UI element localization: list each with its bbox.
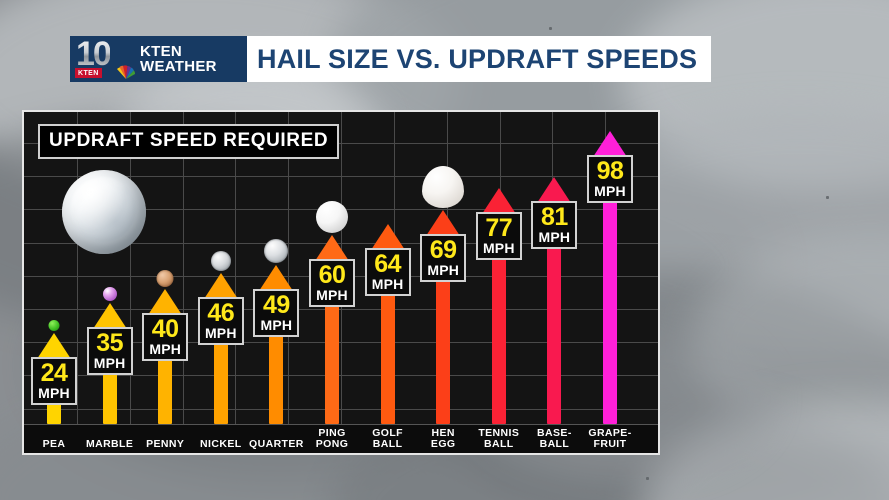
- speed-unit: MPH: [482, 240, 515, 256]
- speed-unit: MPH: [538, 229, 571, 245]
- bar-grape--fruit[interactable]: 98 MPH: [582, 112, 638, 424]
- bar-shaft: [603, 157, 617, 424]
- axis-label-pea: PEA: [42, 438, 66, 450]
- speed-label: 46 MPH: [197, 297, 244, 345]
- bar-pea[interactable]: 24 MPH: [26, 112, 82, 424]
- speed-unit: MPH: [594, 183, 626, 199]
- bar-arrowhead-icon: [259, 265, 294, 291]
- axis-label-quarter: QUARTER: [249, 438, 304, 450]
- bar-arrowhead-icon: [426, 210, 461, 236]
- speed-value: 81: [540, 203, 568, 231]
- speed-value: 24: [40, 359, 68, 387]
- speed-unit: MPH: [38, 385, 70, 401]
- axis-label-tennis-ball: TENNIS BALL: [478, 427, 520, 450]
- speed-unit: MPH: [204, 325, 237, 341]
- speed-unit: MPH: [149, 341, 182, 357]
- channel-number: 10: [76, 35, 112, 73]
- bar-arrowhead-icon: [148, 289, 183, 315]
- bar-marble[interactable]: 35 MPH: [82, 112, 138, 424]
- bar-arrowhead-icon: [370, 224, 405, 250]
- axis-label-hen-egg: HEN EGG: [430, 427, 456, 450]
- pingpong-illustration: [316, 201, 348, 233]
- speed-label: 98 MPH: [587, 155, 633, 203]
- brand-text: KTEN WEATHER: [136, 44, 217, 74]
- bar-arrowhead-icon: [481, 188, 516, 214]
- headline-block: HAIL SIZE VS. UPDRAFT SPEEDS: [242, 36, 712, 82]
- bar-tennis-ball[interactable]: 77 MPH: [471, 112, 527, 424]
- axis-label-marble: MARBLE: [85, 438, 134, 450]
- plot-title: UPDRAFT SPEED REQUIRED: [38, 124, 340, 159]
- chart-panel: UPDRAFT SPEED REQUIRED 24 MPH 35 MPH 40 MPH 46…: [22, 110, 660, 455]
- speed-value: 77: [485, 214, 513, 242]
- bar-shaft: [491, 214, 506, 424]
- speed-label: 69 MPH: [420, 234, 467, 282]
- bar-arrowhead-icon: [593, 131, 627, 157]
- axis-label-grape--fruit: GRAPE- FRUIT: [588, 427, 632, 450]
- bar-hen-egg[interactable]: 69 MPH: [415, 112, 471, 424]
- speed-value: 46: [207, 299, 235, 327]
- bar-shaft: [436, 236, 451, 424]
- speed-unit: MPH: [316, 287, 348, 303]
- speed-value: 98: [596, 157, 624, 185]
- brand-line-2: WEATHER: [140, 58, 217, 75]
- x-axis-labels: PEA MARBLE PENNY NICKEL QUARTER PING PONG GOLF…: [24, 424, 658, 453]
- axis-label-base--ball: BASE- BALL: [537, 427, 572, 450]
- pea-illustration: [48, 320, 60, 331]
- channel-10-logo-icon: 10 KTEN: [74, 35, 136, 82]
- bar-arrowhead-icon: [37, 333, 71, 359]
- speed-label: 81 MPH: [531, 201, 578, 249]
- speed-unit: MPH: [93, 355, 126, 371]
- bar-golf-ball[interactable]: 64 MPH: [360, 112, 416, 424]
- bar-penny[interactable]: 40 MPH: [137, 112, 193, 424]
- axis-label-golf-ball: GOLF BALL: [372, 427, 403, 450]
- speed-label: 40 MPH: [142, 313, 189, 361]
- broadcast-header: 10 KTEN KTEN WEATHER HAIL SIZE VS. UPDRA…: [70, 35, 712, 82]
- quarter-illustration: [264, 239, 289, 263]
- bar-arrowhead-icon: [315, 235, 349, 261]
- kten-callsign-tag: KTEN: [75, 68, 102, 78]
- bar-arrowhead-icon: [203, 273, 238, 299]
- axis-label-nickel: NICKEL: [200, 438, 242, 450]
- speed-value: 35: [96, 329, 123, 357]
- speed-label: 24 MPH: [31, 357, 77, 405]
- speed-label: 60 MPH: [309, 259, 355, 307]
- speed-unit: MPH: [427, 262, 460, 278]
- plot-area: UPDRAFT SPEED REQUIRED 24 MPH 35 MPH 40 MPH 46…: [24, 112, 658, 424]
- bar-shaft: [547, 203, 562, 424]
- axis-label-penny: PENNY: [146, 438, 185, 450]
- nickel-illustration: [210, 251, 231, 271]
- station-logo-block: 10 KTEN KTEN WEATHER: [70, 35, 242, 82]
- bar-arrowhead-icon: [537, 177, 572, 203]
- bar-arrowhead-icon: [92, 303, 127, 329]
- speed-value: 49: [262, 291, 290, 319]
- speed-label: 35 MPH: [86, 327, 133, 375]
- penny-illustration: [156, 270, 174, 287]
- bar-base--ball[interactable]: 81 MPH: [526, 112, 582, 424]
- speed-unit: MPH: [371, 276, 404, 292]
- nbc-peacock-icon: [117, 65, 136, 79]
- marble-illustration: [102, 287, 117, 301]
- axis-label-ping-pong: PING PONG: [315, 427, 349, 450]
- hailstone-illustration: [62, 170, 146, 254]
- speed-value: 40: [151, 315, 179, 343]
- speed-value: 64: [374, 250, 401, 278]
- speed-unit: MPH: [260, 317, 293, 333]
- speed-label: 49 MPH: [253, 289, 300, 337]
- bar-nickel[interactable]: 46 MPH: [193, 112, 249, 424]
- speed-label: 77 MPH: [475, 212, 522, 260]
- brand-line-1: KTEN: [140, 43, 183, 60]
- henegg-illustration: [422, 166, 465, 208]
- speed-label: 64 MPH: [364, 248, 411, 296]
- speed-value: 69: [429, 236, 457, 264]
- bar-quarter[interactable]: 49 MPH: [248, 112, 304, 424]
- page-title: HAIL SIZE VS. UPDRAFT SPEEDS: [257, 43, 698, 74]
- bar-ping-pong[interactable]: 60 MPH: [304, 112, 360, 424]
- speed-value: 60: [318, 261, 346, 289]
